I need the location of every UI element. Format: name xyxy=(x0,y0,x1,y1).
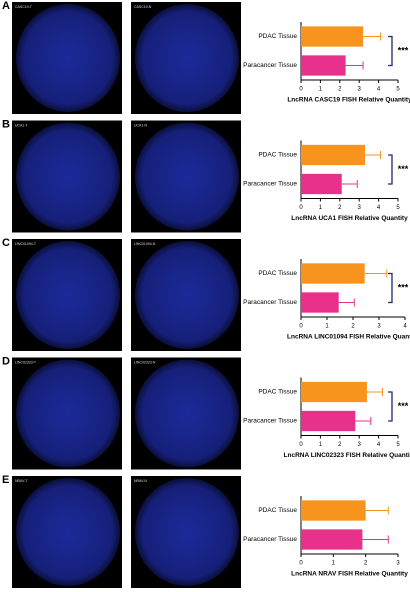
bar xyxy=(301,529,363,550)
image-label: CASC19-T xyxy=(15,5,33,9)
error-bar xyxy=(362,535,389,544)
x-tick-label: 3 xyxy=(396,561,400,567)
x-tick-label: 0 xyxy=(299,87,303,93)
image-label: UCA1-N xyxy=(134,123,148,127)
image-label: NRAV-T xyxy=(15,479,28,483)
x-tick-label: 4 xyxy=(377,205,381,211)
tissue-core xyxy=(135,359,239,468)
tissue-core xyxy=(16,241,120,349)
bar xyxy=(301,26,364,47)
category-label: PDAC Tissue xyxy=(258,33,297,40)
x-tick-label: 4 xyxy=(403,324,407,330)
tissue-core xyxy=(135,241,239,349)
error-bar xyxy=(365,506,389,515)
panel-label: A xyxy=(2,0,10,12)
x-tick-label: 2 xyxy=(338,87,342,93)
x-tick-label: 0 xyxy=(299,561,303,567)
error-bar xyxy=(338,298,355,307)
tissue-core xyxy=(16,4,120,112)
x-tick-label: 3 xyxy=(358,87,362,93)
x-tick-label: 5 xyxy=(396,205,400,211)
category-label: Paracancer Tissue xyxy=(243,536,297,543)
x-tick-label: 5 xyxy=(396,442,400,448)
x-tick-label: 0 xyxy=(299,205,303,211)
panel-label: E xyxy=(2,474,9,486)
category-label: Paracancer Tissue xyxy=(243,62,297,69)
bar xyxy=(301,410,356,432)
x-tick-label: 2 xyxy=(338,442,342,448)
x-tick-label: 1 xyxy=(332,561,336,567)
x-tick-label: 2 xyxy=(364,561,368,567)
error-bar xyxy=(366,388,383,396)
tissue-core xyxy=(135,4,239,112)
x-axis-label: LncRNA UCA1 FISH Relative Quantity xyxy=(291,215,408,222)
x-tick-label: 3 xyxy=(377,324,381,330)
image-label: LINC01094-N xyxy=(134,242,156,246)
significance-bracket xyxy=(388,154,393,185)
bar xyxy=(301,144,366,166)
image-label: CASC19-N xyxy=(134,5,152,9)
image-label: LINC02323-N xyxy=(134,360,156,364)
x-axis-label: LncRNA CASC19 FISH Relative Quantity xyxy=(287,97,410,104)
image-label: UCA1-T xyxy=(15,123,29,127)
x-axis-label: LncRNA LINC01094 FISH Relative Quantity xyxy=(287,334,410,341)
significance-bracket xyxy=(388,391,393,422)
image-label: LINC02323-T xyxy=(15,360,37,364)
x-tick-label: 5 xyxy=(396,87,400,93)
significance-label: *** xyxy=(398,164,409,174)
bar xyxy=(301,292,339,313)
tissue-core xyxy=(135,122,239,231)
tissue-core xyxy=(16,478,120,586)
x-tick-label: 1 xyxy=(325,324,329,330)
error-bar xyxy=(364,269,388,278)
category-label: Paracancer Tissue xyxy=(243,181,297,188)
x-tick-label: 1 xyxy=(319,442,323,448)
category-label: Paracancer Tissue xyxy=(243,418,297,425)
category-label: PDAC Tissue xyxy=(258,270,297,277)
error-bar xyxy=(363,32,382,41)
x-axis-label: LncRNA LINC02323 FISH Relative Quantity xyxy=(284,452,410,459)
error-bar xyxy=(345,61,364,70)
category-label: PDAC Tissue xyxy=(258,389,297,396)
significance-bracket xyxy=(388,272,393,304)
category-label: Paracancer Tissue xyxy=(243,299,297,306)
x-tick-label: 2 xyxy=(338,205,342,211)
bar xyxy=(301,500,366,521)
panel-label: D xyxy=(2,355,10,367)
x-tick-label: 1 xyxy=(319,87,323,93)
x-tick-label: 0 xyxy=(299,442,303,448)
x-tick-label: 3 xyxy=(358,442,362,448)
x-tick-label: 3 xyxy=(358,205,362,211)
bar xyxy=(301,173,342,195)
significance-label: *** xyxy=(398,401,409,411)
significance-label: *** xyxy=(398,282,409,292)
image-label: LINC01094-T xyxy=(15,242,37,246)
image-label: NRAV-N xyxy=(134,479,147,483)
x-axis-label: LncRNA NRAV FISH Relative Quantity xyxy=(291,571,408,578)
tissue-core xyxy=(135,478,239,586)
x-tick-label: 1 xyxy=(319,205,323,211)
significance-bracket xyxy=(388,35,393,67)
significance-label: *** xyxy=(398,45,409,55)
bar xyxy=(301,55,346,76)
bar xyxy=(301,263,365,284)
x-tick-label: 4 xyxy=(377,87,381,93)
tissue-core xyxy=(16,122,120,231)
category-label: PDAC Tissue xyxy=(258,507,297,514)
error-bar xyxy=(365,151,382,159)
category-label: PDAC Tissue xyxy=(258,152,297,159)
error-bar xyxy=(341,180,358,188)
panel-label: B xyxy=(2,118,10,130)
tissue-core xyxy=(16,359,120,468)
error-bar xyxy=(355,417,372,425)
bar xyxy=(301,381,367,403)
panel-label: C xyxy=(2,237,10,249)
x-tick-label: 0 xyxy=(299,324,303,330)
x-tick-label: 4 xyxy=(377,442,381,448)
x-tick-label: 2 xyxy=(351,324,355,330)
